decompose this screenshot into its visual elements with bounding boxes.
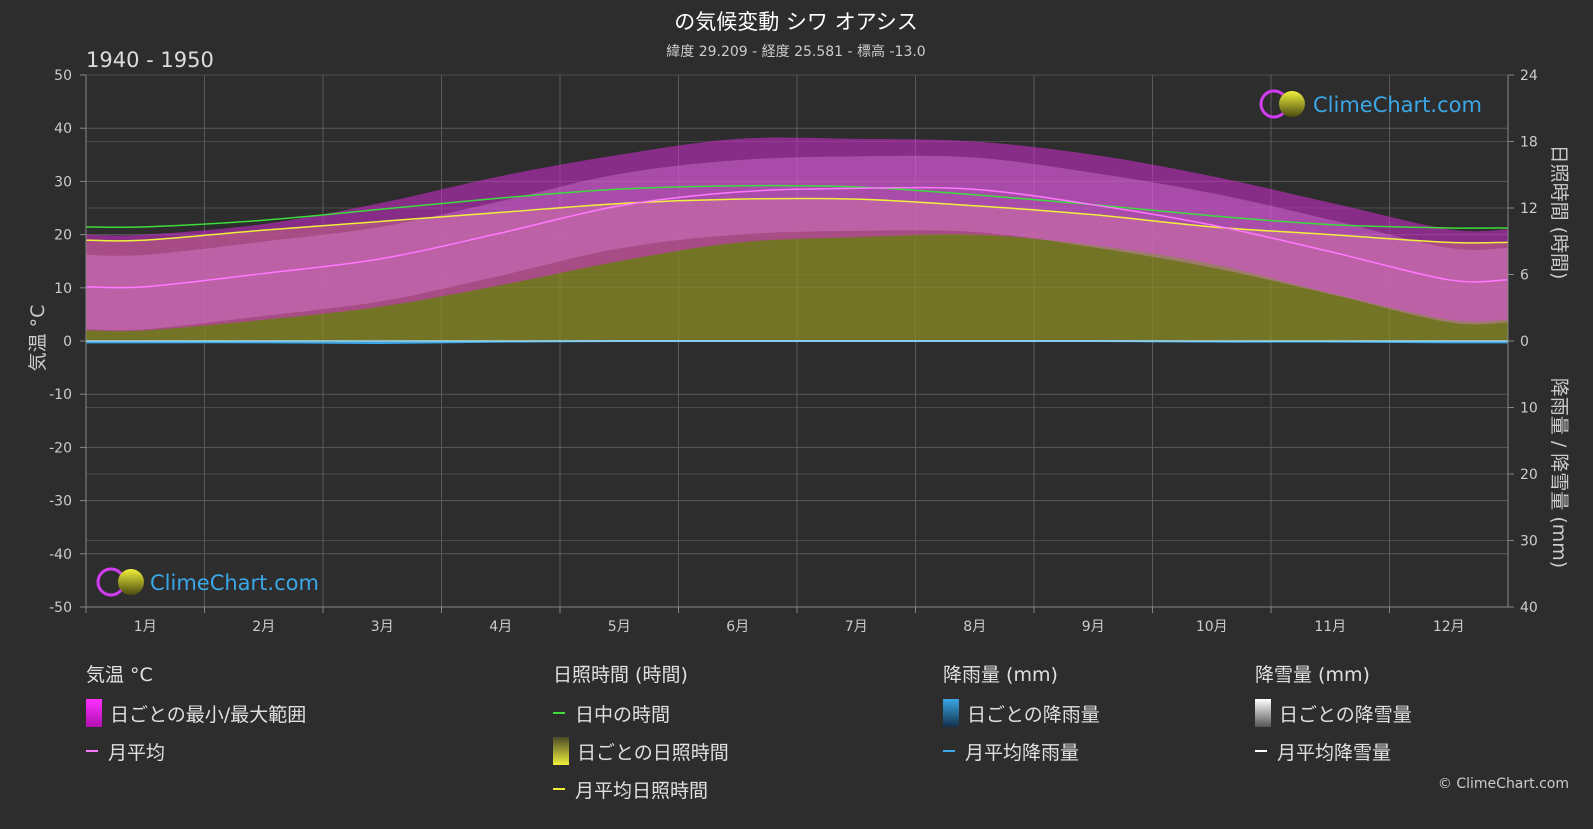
x-tick-label: 11月 xyxy=(1314,619,1346,635)
sunshine-avg-line xyxy=(85,197,1509,244)
legend-rain-daily-label: 日ごとの降雨量 xyxy=(967,703,1100,726)
right-precip-tick-label: 10 xyxy=(1520,401,1538,417)
legend-rain-title: 降雨量 (mm) xyxy=(943,664,1058,686)
rain-avg-line-icon xyxy=(943,750,955,752)
x-tick-label: 2月 xyxy=(252,619,275,635)
legend-temp-range-label: 日ごとの最小/最大範囲 xyxy=(110,703,307,726)
right-sun-tick-label: 18 xyxy=(1520,135,1538,151)
left-tick-label: -50 xyxy=(49,600,72,616)
right-sun-tick-label: 12 xyxy=(1520,201,1538,217)
right-sun-tick-label: 6 xyxy=(1520,268,1529,284)
x-tick-label: 4月 xyxy=(489,619,512,635)
watermark-text: ClimeChart.com xyxy=(150,571,319,595)
left-tick-label: 10 xyxy=(54,281,72,297)
daylight-line-icon xyxy=(553,712,565,714)
period-label: 1940 - 1950 xyxy=(86,48,214,72)
chart-subtitle: 緯度 29.209 - 経度 25.581 - 標高 -13.0 xyxy=(666,43,925,60)
x-tick-label: 1月 xyxy=(134,619,157,635)
x-tick-label: 7月 xyxy=(845,619,868,635)
watermark-bottom: ClimeChart.com xyxy=(96,567,319,597)
watermark-text: ClimeChart.com xyxy=(1313,93,1482,117)
x-tick-label: 10月 xyxy=(1196,619,1228,635)
left-tick-label: 20 xyxy=(54,228,72,244)
temp-inner-band xyxy=(86,155,1508,331)
legend-sun-daily: 日ごとの日照時間 xyxy=(553,737,729,765)
copyright: © ClimeChart.com xyxy=(1437,776,1569,792)
right-axis-top-title: 日照時間 (時間) xyxy=(1548,145,1570,280)
axis-layer: 50 40 30 20 10 0 -10 -20 -30 -40 -50 24 18 12 6 0 10 20 30… xyxy=(49,68,1538,635)
legend-snow-daily-label: 日ごとの降雪量 xyxy=(1279,703,1412,726)
temp-avg-line-icon xyxy=(86,750,98,752)
legend-rain-daily: 日ごとの降雨量 xyxy=(943,699,1100,727)
snow-avg-line-icon xyxy=(1255,750,1267,752)
x-tick-label: 6月 xyxy=(726,619,749,635)
x-tick-label: 9月 xyxy=(1082,619,1105,635)
temp-avg-line xyxy=(85,186,1509,289)
left-tick-label: 50 xyxy=(54,68,72,84)
line-layer xyxy=(85,184,1509,345)
left-axis-title: 気温 °C xyxy=(27,305,49,372)
snow-swatch-icon xyxy=(1255,699,1271,727)
x-tick-label: 8月 xyxy=(963,619,986,635)
legend-snow-title: 降雪量 (mm) xyxy=(1255,664,1370,686)
logo-sun-icon xyxy=(1279,91,1305,117)
legend-rain-avg: 月平均降雨量 xyxy=(943,739,1100,764)
legend-sun-daily-label: 日ごとの日照時間 xyxy=(577,741,729,764)
chart-title: の気候変動 シワ オアシス xyxy=(674,10,918,34)
sunshine-swatch-icon xyxy=(553,737,569,765)
watermark-top: ClimeChart.com xyxy=(1259,89,1482,119)
fill-layer xyxy=(86,137,1508,343)
legend-temperature: 気温 °C 日ごとの最小/最大範囲 月平均 xyxy=(86,660,306,777)
legend-sun-daylight-label: 日中の時間 xyxy=(575,703,671,726)
rain-swatch-icon xyxy=(943,699,959,727)
legend-snow-daily: 日ごとの降雪量 xyxy=(1255,699,1412,727)
right-precip-tick-label: 40 xyxy=(1520,600,1538,616)
legend-sunshine: 日照時間 (時間) 日中の時間 日ごとの日照時間 月平均日照時間 xyxy=(553,660,729,815)
daylight-line xyxy=(85,184,1509,229)
temp-range-swatch-icon xyxy=(86,699,102,727)
sunshine-avg-line-icon xyxy=(553,788,565,790)
left-tick-label: -40 xyxy=(49,547,72,563)
legend-snow: 降雪量 (mm) 日ごとの降雪量 月平均降雪量 xyxy=(1255,660,1412,777)
x-tick-label: 12月 xyxy=(1433,619,1465,635)
left-tick-label: -10 xyxy=(49,387,72,403)
temp-range-band xyxy=(86,137,1508,332)
legend-sun-avg-label: 月平均日照時間 xyxy=(575,779,709,802)
left-tick-label: 0 xyxy=(63,334,72,350)
legend-temp-avg-label: 月平均 xyxy=(108,741,166,764)
x-tick-label: 3月 xyxy=(371,619,394,635)
legend-snow-avg-label: 月平均降雪量 xyxy=(1277,741,1392,764)
legend-sun-avg: 月平均日照時間 xyxy=(553,777,729,802)
left-tick-label: 40 xyxy=(54,121,72,137)
legend-rain: 降雨量 (mm) 日ごとの降雨量 月平均降雨量 xyxy=(943,660,1100,777)
x-tick-label: 5月 xyxy=(608,619,631,635)
left-tick-label: 30 xyxy=(54,174,72,190)
right-precip-tick-label: 20 xyxy=(1520,467,1538,483)
logo-sun-icon xyxy=(118,569,144,595)
legend-temp-range: 日ごとの最小/最大範囲 xyxy=(86,699,307,727)
right-axis-bottom-title: 降雨量 / 降雪量 (mm) xyxy=(1548,378,1570,568)
legend-snow-avg: 月平均降雪量 xyxy=(1255,739,1412,764)
right-precip-tick-label: 30 xyxy=(1520,534,1538,550)
legend-rain-avg-label: 月平均降雨量 xyxy=(965,741,1080,764)
legend-sun-title: 日照時間 (時間) xyxy=(553,664,688,686)
legend-temp-avg: 月平均 xyxy=(86,739,306,764)
left-tick-label: -30 xyxy=(49,494,72,510)
left-tick-label: -20 xyxy=(49,440,72,456)
right-sun-tick-label: 0 xyxy=(1520,334,1529,350)
legend-sun-daylight: 日中の時間 xyxy=(553,701,729,726)
legend-temp-title: 気温 °C xyxy=(86,664,153,686)
right-sun-tick-label: 24 xyxy=(1520,68,1538,84)
